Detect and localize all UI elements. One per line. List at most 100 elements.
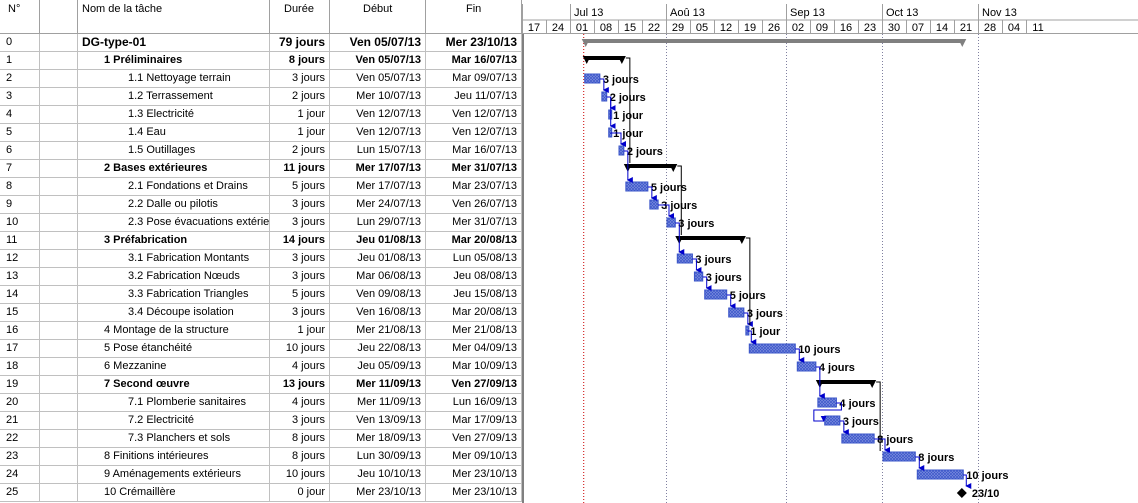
cell-name[interactable]: 2.1 Fondations et Drains (78, 178, 270, 196)
cell-id[interactable]: 20 (0, 394, 40, 412)
cell-duration[interactable]: 3 jours (270, 304, 330, 322)
cell-duration[interactable]: 0 jour (270, 484, 330, 502)
table-row[interactable]: 7 2 Bases extérieures 11 jours Mer 17/07/13… (0, 160, 522, 178)
table-row[interactable]: 17 5 Pose étanchéité 10 jours Jeu 22/08/13 M… (0, 340, 522, 358)
cell-duration[interactable]: 1 jour (270, 124, 330, 142)
cell-duration[interactable]: 4 jours (270, 358, 330, 376)
cell-id[interactable]: 12 (0, 250, 40, 268)
cell-indicator[interactable] (40, 430, 78, 448)
cell-name[interactable]: 8 Finitions intérieures (78, 448, 270, 466)
cell-end[interactable]: Mer 23/10/13 (426, 466, 522, 484)
cell-start[interactable]: Jeu 10/10/13 (330, 466, 426, 484)
table-row[interactable]: 9 2.2 Dalle ou pilotis 3 jours Mer 24/07/13… (0, 196, 522, 214)
cell-indicator[interactable] (40, 232, 78, 250)
cell-end[interactable]: Ven 27/09/13 (426, 376, 522, 394)
cell-start[interactable]: Mer 18/09/13 (330, 430, 426, 448)
table-row[interactable]: 1 1 Préliminaires 8 jours Ven 05/07/13 Mar 1… (0, 52, 522, 70)
cell-end[interactable]: Ven 12/07/13 (426, 106, 522, 124)
cell-name[interactable]: 1.3 Electricité (78, 106, 270, 124)
cell-id[interactable]: 13 (0, 268, 40, 286)
table-row[interactable]: 18 6 Mezzanine 4 jours Jeu 05/09/13 Mar 10/0… (0, 358, 522, 376)
cell-indicator[interactable] (40, 286, 78, 304)
table-row[interactable]: 21 7.2 Electricité 3 jours Ven 13/09/13 Mar … (0, 412, 522, 430)
cell-indicator[interactable] (40, 34, 78, 52)
cell-id[interactable]: 17 (0, 340, 40, 358)
header-indicators[interactable]: i (40, 0, 92, 34)
cell-start[interactable]: Mer 24/07/13 (330, 196, 426, 214)
table-row[interactable]: 23 8 Finitions intérieures 8 jours Lun 30/0… (0, 448, 522, 466)
table-row[interactable]: 3 1.2 Terrassement 2 jours Mer 10/07/13 Jeu … (0, 88, 522, 106)
cell-indicator[interactable] (40, 304, 78, 322)
cell-end[interactable]: Ven 27/09/13 (426, 430, 522, 448)
cell-indicator[interactable] (40, 196, 78, 214)
cell-start[interactable]: Jeu 01/08/13 (330, 250, 426, 268)
cell-id[interactable]: 6 (0, 142, 40, 160)
cell-id[interactable]: 7 (0, 160, 40, 178)
cell-id[interactable]: 8 (0, 178, 40, 196)
table-row[interactable]: 19 7 Second œuvre 13 jours Mer 11/09/13 Ven … (0, 376, 522, 394)
header-duration[interactable]: Durée (270, 0, 330, 34)
cell-indicator[interactable] (40, 394, 78, 412)
cell-id[interactable]: 22 (0, 430, 40, 448)
table-row[interactable]: 2 1.1 Nettoyage terrain 3 jours Ven 05/07/1… (0, 70, 522, 88)
cell-end[interactable]: Mar 23/07/13 (426, 178, 522, 196)
cell-indicator[interactable] (40, 268, 78, 286)
cell-id[interactable]: 16 (0, 322, 40, 340)
cell-name[interactable]: 9 Aménagements extérieurs (78, 466, 270, 484)
cell-start[interactable]: Mer 21/08/13 (330, 322, 426, 340)
cell-start[interactable]: Mar 06/08/13 (330, 268, 426, 286)
cell-name[interactable]: 1.5 Outillages (78, 142, 270, 160)
cell-name[interactable]: 3.4 Découpe isolation (78, 304, 270, 322)
cell-indicator[interactable] (40, 376, 78, 394)
cell-name[interactable]: 4 Montage de la structure (78, 322, 270, 340)
cell-id[interactable]: 9 (0, 196, 40, 214)
cell-id[interactable]: 3 (0, 88, 40, 106)
cell-name[interactable]: 2 Bases extérieures (78, 160, 270, 178)
cell-duration[interactable]: 3 jours (270, 250, 330, 268)
cell-name[interactable]: 3.3 Fabrication Triangles (78, 286, 270, 304)
cell-start[interactable]: Ven 05/07/13 (330, 52, 426, 70)
header-start[interactable]: Début (330, 0, 426, 34)
table-row[interactable]: 12 3.1 Fabrication Montants 3 jours Jeu 01/… (0, 250, 522, 268)
cell-indicator[interactable] (40, 88, 78, 106)
cell-start[interactable]: Jeu 05/09/13 (330, 358, 426, 376)
cell-name[interactable]: 7 Second œuvre (78, 376, 270, 394)
cell-duration[interactable]: 5 jours (270, 286, 330, 304)
cell-id[interactable]: 1 (0, 52, 40, 70)
cell-duration[interactable]: 14 jours (270, 232, 330, 250)
cell-id[interactable]: 11 (0, 232, 40, 250)
cell-start[interactable]: Lun 29/07/13 (330, 214, 426, 232)
cell-start[interactable]: Jeu 01/08/13 (330, 232, 426, 250)
table-row[interactable]: 25 10 Crémaillère 0 jour Mer 23/10/13 Mer 23… (0, 484, 522, 502)
table-row[interactable]: 13 3.2 Fabrication Nœuds 3 jours Mar 06/08/… (0, 268, 522, 286)
cell-id[interactable]: 23 (0, 448, 40, 466)
cell-name[interactable]: 1.2 Terrassement (78, 88, 270, 106)
cell-id[interactable]: 19 (0, 376, 40, 394)
cell-indicator[interactable] (40, 106, 78, 124)
cell-end[interactable]: Lun 16/09/13 (426, 394, 522, 412)
cell-duration[interactable]: 8 jours (270, 52, 330, 70)
cell-id[interactable]: 24 (0, 466, 40, 484)
cell-name[interactable]: 7.3 Planchers et sols (78, 430, 270, 448)
cell-start[interactable]: Mer 10/07/13 (330, 88, 426, 106)
cell-end[interactable]: Mer 31/07/13 (426, 160, 522, 178)
cell-duration[interactable]: 10 jours (270, 340, 330, 358)
cell-indicator[interactable] (40, 160, 78, 178)
header-name[interactable]: Nom de la tâche (78, 0, 270, 34)
cell-id[interactable]: 0 (0, 34, 40, 52)
cell-name[interactable]: 6 Mezzanine (78, 358, 270, 376)
cell-end[interactable]: Mar 10/09/13 (426, 358, 522, 376)
cell-id[interactable]: 14 (0, 286, 40, 304)
cell-start[interactable]: Mer 17/07/13 (330, 160, 426, 178)
cell-end[interactable]: Lun 05/08/13 (426, 250, 522, 268)
cell-end[interactable]: Mar 16/07/13 (426, 142, 522, 160)
cell-start[interactable]: Ven 12/07/13 (330, 124, 426, 142)
cell-indicator[interactable] (40, 178, 78, 196)
cell-end[interactable]: Mar 20/08/13 (426, 304, 522, 322)
cell-duration[interactable]: 79 jours (270, 34, 330, 52)
cell-duration[interactable]: 2 jours (270, 142, 330, 160)
cell-start[interactable]: Mer 11/09/13 (330, 394, 426, 412)
cell-start[interactable]: Ven 05/07/13 (330, 70, 426, 88)
cell-start[interactable]: Ven 12/07/13 (330, 106, 426, 124)
table-row[interactable]: 20 7.1 Plomberie sanitaires 4 jours Mer 11/… (0, 394, 522, 412)
